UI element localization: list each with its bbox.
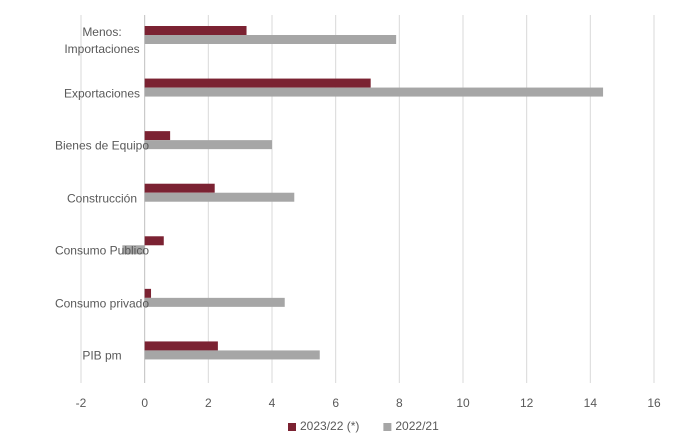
x-tick-label: -2 [76,396,87,410]
bar [122,245,145,255]
category-label: Menos: Importaciones [64,25,140,56]
legend-swatch [288,423,296,431]
bar [144,350,320,360]
x-tick-label: 10 [456,396,470,410]
bar [144,341,218,351]
x-tick-label: 16 [647,396,661,410]
category-label: Bienes de Equipo [54,138,150,153]
legend-label: 2022/21 [395,419,439,433]
bar [144,288,152,298]
bar [144,78,371,88]
x-tick-label: 12 [520,396,534,410]
bar [144,140,272,150]
bar [144,236,164,246]
x-tick-label: 6 [332,396,339,410]
bar [144,183,215,193]
category-label: Construcción [66,191,138,206]
category-label: Consumo privado [54,296,150,311]
legend-swatch [383,423,392,431]
x-tick-label: 2 [205,396,212,410]
x-tick-label: 14 [584,396,598,410]
x-tick-label: 4 [269,396,276,410]
category-label: PIB pm [82,348,122,363]
bar [144,26,247,35]
bar [144,87,604,97]
x-tick-label: 8 [396,396,403,410]
legend-label: 2023/22 (*) [300,419,359,433]
category-label: Exportaciones [63,86,141,101]
bar [144,131,171,141]
bar [144,35,397,44]
bar [144,192,295,202]
category-label: Consumo Publico [54,243,150,258]
bar [144,297,285,307]
x-tick-label: 0 [141,396,148,410]
